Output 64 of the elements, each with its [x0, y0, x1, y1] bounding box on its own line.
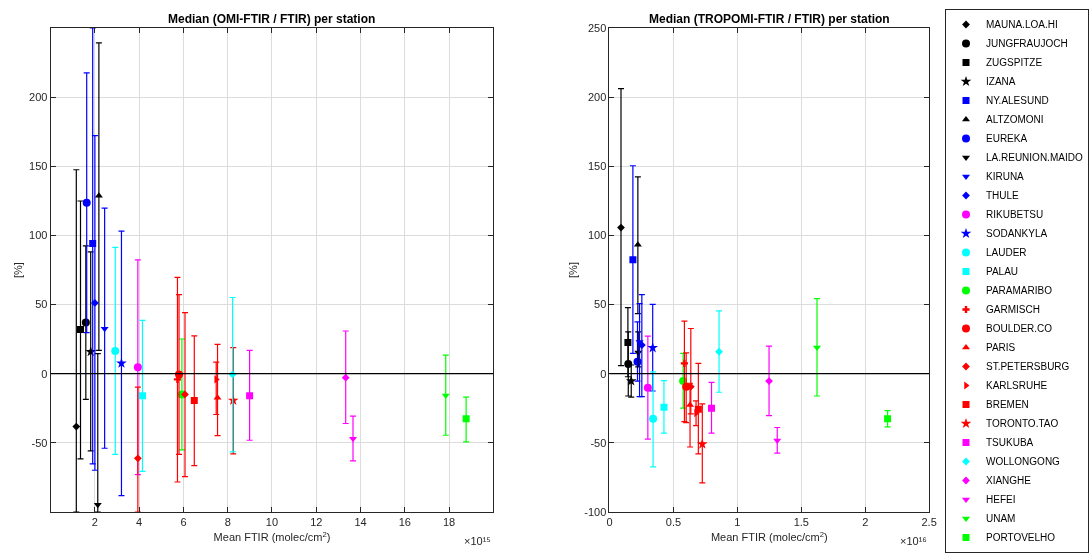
legend-label: JUNGFRAUJOCH: [986, 38, 1068, 50]
legend-label: ZUGSPITZE: [986, 57, 1043, 69]
legend-label: PARAMARIBO: [986, 285, 1053, 297]
legend-label: THULE: [986, 190, 1020, 202]
x-tick-label: 2.5: [921, 516, 937, 529]
legend-label: WOLLONGONG: [986, 456, 1061, 468]
x-tick-label: 10: [265, 516, 279, 529]
x-tick-label: 14: [354, 516, 367, 529]
legend-label: TORONTO.TAO: [986, 418, 1059, 430]
x-tick-label: 12: [310, 516, 323, 529]
x-tick-label: 18: [442, 516, 456, 529]
y-tick-label: 150: [587, 160, 607, 173]
text: ×10¹⁵: [464, 535, 491, 547]
legend-label: BOULDER.CO: [986, 323, 1053, 335]
legend-label: MAUNA.LOA.HI: [986, 19, 1058, 31]
legend-label: XIANGHE: [986, 475, 1032, 487]
x-tick-label: 2: [91, 516, 98, 529]
y-tick-label: 100: [587, 229, 607, 242]
y-tick-label: 0: [600, 367, 607, 380]
y-tick-label: 0: [41, 367, 48, 380]
x-axis-title: Mean FTIR (molec/cm$^{2}$): [213, 529, 331, 544]
x-axis-title: Mean FTIR (molec/cm$^{2}$): [710, 529, 828, 544]
legend-label: BREMEN: [986, 399, 1029, 411]
legend-label: ST.PETERSBURG: [986, 361, 1070, 373]
legend-label: PARIS: [986, 342, 1016, 354]
x-tick-label: 16: [398, 516, 411, 529]
legend-label: KARLSRUHE: [986, 380, 1048, 392]
text: ×10¹⁶: [900, 535, 927, 547]
y-tick-label: 200: [587, 90, 607, 103]
x-tick-label: 4: [136, 516, 143, 529]
x-tick-label: 0.5: [665, 516, 682, 529]
legend-label: UNAM: [986, 513, 1016, 525]
x-tick-label: 6: [180, 516, 187, 529]
chart-title: Median (TROPOMI-FTIR / FTIR) per station: [649, 12, 890, 26]
legend-label: LAUDER: [986, 247, 1027, 259]
y-tick-label: -50: [31, 436, 48, 449]
legend-label: LA.REUNION.MAIDO: [986, 152, 1083, 164]
y-axis-title: [%]: [11, 262, 24, 278]
legend-label: HEFEI: [986, 494, 1016, 506]
x-tick-label: 8: [224, 516, 231, 529]
y-tick-label: 50: [594, 298, 607, 311]
legend-label: ALTZOMONI: [986, 114, 1044, 126]
legend-label: TSUKUBA: [986, 437, 1034, 449]
y-tick-label: 250: [587, 21, 607, 34]
y-tick-label: 150: [29, 160, 48, 173]
y-tick-label: 50: [35, 298, 48, 311]
y-tick-label: 100: [29, 229, 48, 242]
legend-label: NY.ALESUND: [986, 95, 1049, 107]
legend-label: EUREKA: [986, 133, 1028, 145]
legend-label: GARMISCH: [986, 304, 1040, 316]
x-tick-label: 2: [862, 516, 869, 529]
chart-title: Median (OMI-FTIR / FTIR) per station: [168, 12, 376, 26]
legend-label: SODANKYLA: [986, 228, 1048, 240]
y-axis-title: [%]: [566, 262, 579, 278]
legend-label: KIRUNA: [986, 171, 1025, 183]
legend-label: PORTOVELHO: [986, 532, 1056, 544]
y-tick-label: -100: [584, 505, 607, 518]
y-tick-label: -50: [590, 436, 607, 449]
legend-label: IZANA: [986, 76, 1016, 88]
legend-label: PALAU: [986, 266, 1019, 278]
x-tick-label: 1: [734, 516, 741, 529]
legend-label: RIKUBETSU: [986, 209, 1044, 221]
x-tick-label: 1.5: [793, 516, 809, 529]
y-tick-label: 200: [29, 90, 48, 103]
